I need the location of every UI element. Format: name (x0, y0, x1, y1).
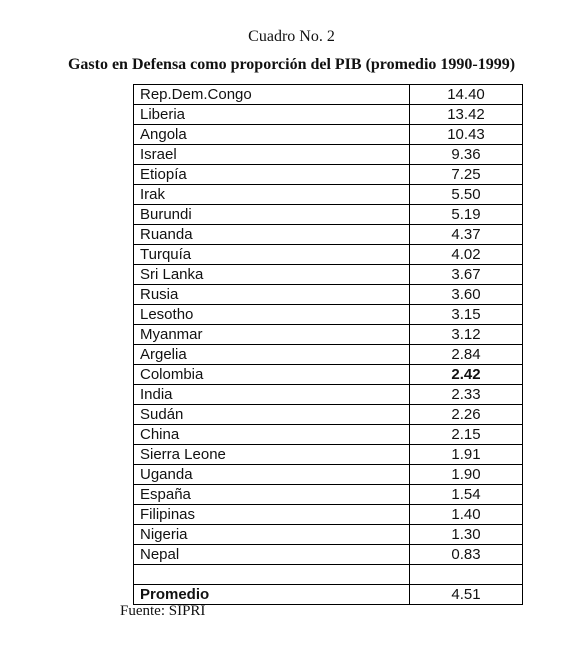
table-row: Nigeria 1.30 (133, 524, 523, 545)
table-row: Argelia 2.84 (133, 344, 523, 365)
table-row: Etiopía 7.25 (133, 164, 523, 185)
country-cell: Argelia (133, 344, 410, 365)
country-cell: Irak (133, 184, 410, 205)
table-row: Ruanda 4.37 (133, 224, 523, 245)
empty-cell (409, 564, 523, 585)
empty-cell (133, 564, 410, 585)
value-cell: 7.25 (409, 164, 523, 185)
country-cell: Sri Lanka (133, 264, 410, 285)
value-cell: 10.43 (409, 124, 523, 145)
table-row: Angola 10.43 (133, 124, 523, 145)
country-cell: Nepal (133, 544, 410, 565)
country-cell: Burundi (133, 204, 410, 225)
value-cell: 3.15 (409, 304, 523, 325)
table-row: Myanmar 3.12 (133, 324, 523, 345)
value-cell: 2.33 (409, 384, 523, 405)
table-row: Uganda 1.90 (133, 464, 523, 485)
footer-row: Promedio 4.51 (133, 584, 523, 605)
table-row: Sierra Leone 1.91 (133, 444, 523, 465)
value-cell: 4.37 (409, 224, 523, 245)
value-cell: 3.12 (409, 324, 523, 345)
value-cell: 1.91 (409, 444, 523, 465)
country-cell: Etiopía (133, 164, 410, 185)
table-caption: Cuadro No. 2 (248, 28, 335, 45)
value-cell: 2.26 (409, 404, 523, 425)
value-cell: 1.90 (409, 464, 523, 485)
value-cell: 1.30 (409, 524, 523, 545)
footer-value: 4.51 (409, 584, 523, 605)
country-cell: Lesotho (133, 304, 410, 325)
value-cell: 1.40 (409, 504, 523, 525)
table-row: Rusia 3.60 (133, 284, 523, 305)
table-row: China 2.15 (133, 424, 523, 445)
table-row: Israel 9.36 (133, 144, 523, 165)
value-cell: 5.19 (409, 204, 523, 225)
country-cell: Rusia (133, 284, 410, 305)
value-cell: 0.83 (409, 544, 523, 565)
country-cell: Sierra Leone (133, 444, 410, 465)
footer-label: Promedio (133, 584, 410, 605)
spacer-row (133, 564, 523, 585)
country-cell: Filipinas (133, 504, 410, 525)
country-cell: Liberia (133, 104, 410, 125)
value-cell: 1.54 (409, 484, 523, 505)
table-row: Sudán 2.26 (133, 404, 523, 425)
country-cell: Israel (133, 144, 410, 165)
country-cell: Nigeria (133, 524, 410, 545)
table-row: Liberia 13.42 (133, 104, 523, 125)
table-row: Colombia 2.42 (133, 364, 523, 385)
table-row: Nepal 0.83 (133, 544, 523, 565)
table-row: Filipinas 1.40 (133, 504, 523, 525)
value-cell: 3.67 (409, 264, 523, 285)
table-row: Sri Lanka 3.67 (133, 264, 523, 285)
country-cell: Sudán (133, 404, 410, 425)
table-row: Irak 5.50 (133, 184, 523, 205)
value-cell: 2.42 (409, 364, 523, 385)
table-row: España 1.54 (133, 484, 523, 505)
table-row: Turquía 4.02 (133, 244, 523, 265)
value-cell: 2.84 (409, 344, 523, 365)
value-cell: 14.40 (409, 84, 523, 105)
country-cell: China (133, 424, 410, 445)
country-cell: Colombia (133, 364, 410, 385)
country-cell: Rep.Dem.Congo (133, 84, 410, 105)
value-cell: 5.50 (409, 184, 523, 205)
value-cell: 9.36 (409, 144, 523, 165)
source-note: Fuente: SIPRI (120, 603, 206, 619)
table-row: Rep.Dem.Congo 14.40 (133, 84, 523, 105)
country-cell: Uganda (133, 464, 410, 485)
country-cell: Angola (133, 124, 410, 145)
country-cell: Ruanda (133, 224, 410, 245)
data-table: Rep.Dem.Congo 14.40 Liberia 13.42 Angola 10.4… (133, 84, 523, 605)
table-row: India 2.33 (133, 384, 523, 405)
value-cell: 4.02 (409, 244, 523, 265)
country-cell: Myanmar (133, 324, 410, 345)
table-row: Lesotho 3.15 (133, 304, 523, 325)
country-cell: Turquía (133, 244, 410, 265)
country-cell: España (133, 484, 410, 505)
table-row: Burundi 5.19 (133, 204, 523, 225)
country-cell: India (133, 384, 410, 405)
value-cell: 3.60 (409, 284, 523, 305)
table-title: Gasto en Defensa como proporción del PIB… (67, 56, 516, 73)
value-cell: 13.42 (409, 104, 523, 125)
value-cell: 2.15 (409, 424, 523, 445)
